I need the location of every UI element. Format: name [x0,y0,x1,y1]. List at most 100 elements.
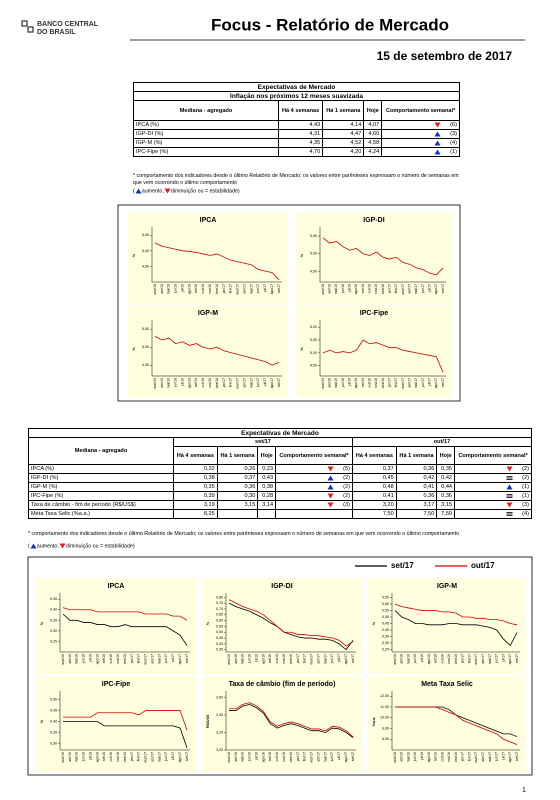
group-header: out/17 [351,437,533,447]
x-tick-label: jun/17 [164,654,168,664]
x-tick-label: mar/16 [227,654,231,665]
y-tick-label: 0,70 [216,607,223,611]
triangle-up [434,131,441,137]
trend-cell: (1) [381,147,460,157]
chart-panel [128,212,288,304]
trend-cell [275,509,353,519]
y-tick-label: 12,00 [380,694,389,698]
weeks-count: (2) [343,493,350,500]
x-tick-label: set/17 [185,752,189,761]
y-tick-label: 0,75 [216,601,223,605]
y-tick-label: 0,60 [216,619,223,623]
x-tick-label: fev/17 [467,752,471,761]
table-title: Expectativas de Mercado [28,428,532,438]
x-tick-label: mai/16 [241,752,245,762]
x-tick-label: jun/16 [413,752,417,762]
x-tick-label: abr/16 [234,752,238,762]
x-tick-label: jul/17 [501,752,505,761]
x-tick-label: fev/17 [137,752,141,761]
x-tick-label: jul/16 [420,752,424,761]
y-tick-label: 0,65 [216,613,223,617]
trend-cell: (2) [275,473,353,483]
legend-text: ( [28,543,30,550]
x-tick-label: jun/16 [248,752,252,762]
x-tick-label: jan/17 [130,654,134,664]
x-tick-label: out/16 [201,378,205,388]
x-tick-label: abr/16 [328,378,332,388]
y-tick-label: 0,30 [50,629,57,633]
y-axis-label: % [132,253,136,257]
y-tick-label: 0,40 [382,628,389,632]
mini-chart: IGP-M% 0,25 0,30 0,35 0,40 0,45 0,50 0,55 0,60 0,… [368,578,526,674]
column-header: Mediana - agregado [133,100,279,121]
table-row: IGP-M (%) 4,35 4,52 4,58 (4) [133,138,460,148]
table-row: IPC-Fipe (%) 4,70 4,20 4,24 (1) [133,147,460,157]
value-cell: 0,36 [395,464,438,474]
series-line [63,721,188,748]
chart-title: IPC-Fipe [102,681,130,688]
y-tick-label: 0,45 [50,708,57,712]
table-row: IPCA (%) 4,43 4,14 4,07 (6) [133,120,460,130]
series-line [63,710,188,731]
value-cell: 7,50 [395,509,438,519]
value-cell: 4,14 [322,120,365,130]
equal-bar [506,475,513,478]
chart-title: IPCA [108,583,125,590]
column-header: Comportamento semanal* [275,446,353,465]
x-tick-label: jun/16 [413,654,417,664]
value-cell: 0,23 [257,464,277,474]
column-header: Há 4 semanas [277,100,324,121]
value-cell: 0,38 [257,482,277,492]
triangle-down [327,493,334,499]
x-tick-label: jul/17 [337,654,341,663]
x-tick-label: jun/17 [495,654,499,664]
row-name: IGP-M (%) [28,482,174,492]
series-line [62,613,188,646]
trend-icon [506,475,513,480]
x-tick-label: ago/16 [427,752,431,762]
column-header: Há 1 semana [322,100,365,121]
y-tick-label: 0,50 [50,698,57,702]
triangle-up [434,140,441,146]
trend-icon [30,543,37,549]
legend-label: set/17 [391,561,414,570]
value-cell: 0,36 [436,491,456,501]
equal-bar [506,493,513,496]
x-tick-label: mar/17 [144,752,148,763]
y-tick-label: 3,00 [216,748,223,752]
series-line [394,603,518,626]
x-tick-label: ago/16 [261,654,265,664]
x-tick-label: ago/16 [354,378,358,388]
trend-cell: (1) [454,491,532,501]
trend-icon [506,493,513,498]
x-tick-label: jun/17 [256,378,260,388]
y-axis-label: % [300,347,304,351]
x-tick-label: set/17 [515,752,519,761]
x-tick-label: mar/17 [474,654,478,665]
x-tick-label: set/17 [277,284,281,293]
x-tick-label: ago/17 [344,654,348,664]
table-header-row: Há 4 semanas Há 1 semana Hoje Comportamento… [29,446,532,465]
x-tick-label: mar/17 [144,654,148,665]
series-line [154,242,280,281]
y-tick-label: 3,20 [216,730,223,734]
series-line [62,607,188,621]
y-tick-label: 3,60 [216,695,223,699]
value-cell: 3,15 [436,500,456,510]
x-tick-label: out/16 [368,284,372,294]
y-tick-label: 11,00 [380,705,389,709]
y-tick-label: 4,50 [142,363,149,367]
y-tick-label: 5,50 [310,338,317,342]
weeks-count: (2) [343,475,350,482]
x-tick-label: jun/17 [421,284,425,294]
table-row: Meta Taxa Selic (%a.a.) 8,25 7,50 7,50 7,50 … [28,509,532,519]
trend-cell: (3) [275,500,353,510]
triangle-up [434,149,441,155]
y-tick-label: 5,00 [142,249,149,253]
value-cell: 4,70 [277,147,324,157]
x-tick-label: jul/16 [254,752,258,761]
weeks-count: (2) [522,475,529,482]
logo: BANCO CENTRAL DO BRASIL [21,20,99,36]
x-tick-label: ago/16 [187,284,191,294]
